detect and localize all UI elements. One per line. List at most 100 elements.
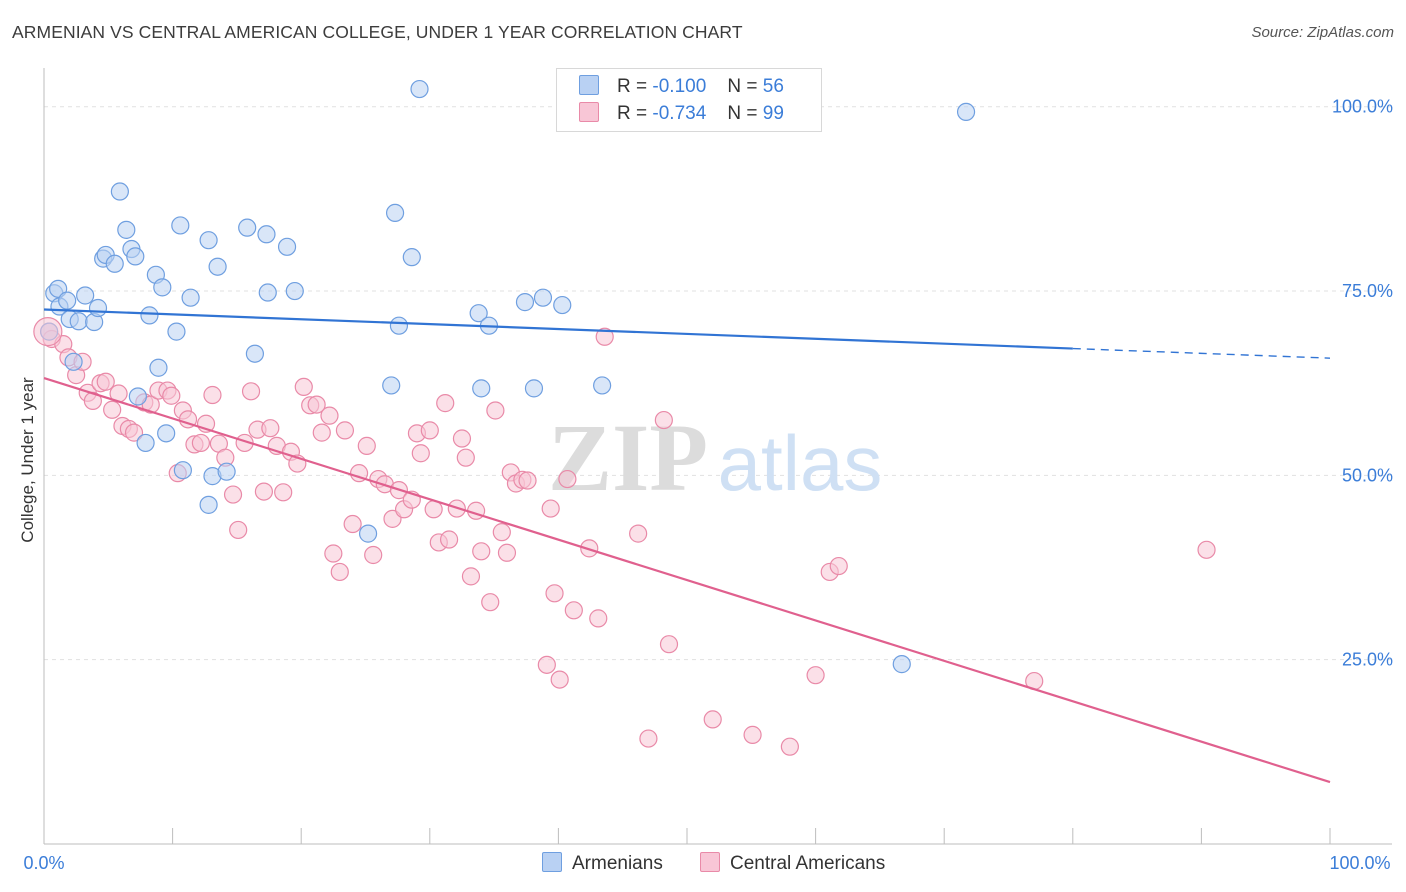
central-americans-legend-label: Central Americans: [730, 853, 886, 874]
central-americans-legend-swatch: [700, 852, 720, 872]
armenians-point: [64, 352, 83, 371]
central-americans-point: [203, 385, 222, 405]
central-americans-point: [481, 593, 500, 612]
central-americans-swatch: [579, 102, 599, 122]
central-americans-point: [639, 729, 658, 748]
y-axis-label: College, Under 1 year: [18, 377, 37, 543]
armenians-r-value: -0.100: [652, 76, 707, 97]
central-americans-point: [806, 666, 825, 685]
armenians-trend-line: [43, 308, 1073, 350]
central-americans-point: [629, 524, 648, 543]
armenians-point: [402, 248, 421, 267]
armenians-point: [199, 495, 218, 514]
central-americans-point: [330, 562, 349, 582]
armenians-point: [173, 461, 192, 480]
r-label: R =: [617, 103, 648, 124]
armenians-point: [956, 102, 976, 122]
armenians-point: [238, 218, 257, 237]
central-americans-point: [703, 710, 722, 729]
central-americans-point: [241, 382, 261, 401]
armenians-point: [382, 376, 401, 395]
r-label: R =: [617, 76, 648, 97]
central-americans-point: [223, 485, 243, 504]
x-tick-label: 0.0%: [23, 853, 64, 873]
central-americans-point: [659, 635, 679, 654]
central-americans-point: [518, 471, 537, 490]
central-americans-point: [589, 609, 608, 628]
central-americans-point: [486, 401, 505, 420]
armenians-point: [285, 281, 304, 301]
armenians-point: [199, 231, 218, 250]
grid-lines: [44, 106, 1392, 661]
armenians-point: [88, 298, 108, 318]
central-americans-point: [141, 395, 160, 414]
armenians-n-value: 56: [762, 76, 784, 97]
central-americans-point: [452, 429, 472, 448]
central-americans-point: [191, 433, 210, 453]
watermark-atlas: atlas: [718, 419, 883, 507]
central-americans-point: [550, 670, 569, 689]
bottom-legend-armenians: Armenians: [542, 852, 663, 875]
central-americans-n-value: 99: [762, 103, 784, 124]
central-americans-point: [564, 601, 583, 620]
chart-source: Source: ZipAtlas.com: [1251, 24, 1394, 41]
armenians-point: [258, 283, 277, 302]
armenians-point: [140, 306, 159, 325]
central-americans-point: [439, 530, 459, 549]
central-americans-point: [537, 655, 556, 674]
y-tick-label: 100.0%: [1332, 97, 1393, 117]
tick-labels: 25.0% 50.0% 75.0% 100.0% 0.0% 100.0%: [23, 97, 1393, 873]
central-americans-point: [229, 520, 248, 540]
legend-row-armenians: R = -0.100 N = 56: [579, 75, 784, 97]
central-americans-point: [320, 406, 339, 425]
armenians-point: [469, 304, 488, 323]
legend-row-central-americans: R = -0.734 N = 99: [579, 102, 784, 124]
armenians-point: [126, 247, 145, 266]
armenians-point: [208, 257, 227, 276]
y-tick-label: 25.0%: [1342, 650, 1393, 670]
armenians-point: [181, 288, 200, 307]
armenians-legend-label: Armenians: [572, 853, 663, 874]
armenians-point: [553, 295, 572, 315]
armenians-point: [524, 379, 544, 398]
central-americans-point: [312, 423, 331, 442]
armenians-point: [593, 376, 612, 395]
central-americans-point: [558, 469, 577, 489]
chart-title: ARMENIAN VS CENTRAL AMERICAN COLLEGE, UN…: [12, 22, 743, 42]
armenians-point: [389, 316, 409, 335]
central-americans-trend-line: [43, 377, 1331, 784]
central-americans-point: [274, 483, 293, 502]
central-americans-point: [343, 514, 362, 534]
central-americans-point: [124, 423, 144, 442]
central-americans-point: [472, 542, 491, 561]
armenians-point: [385, 203, 405, 223]
central-americans-point: [436, 394, 455, 413]
armenians-point: [515, 293, 535, 312]
armenians-swatch: [579, 75, 599, 95]
x-tick-label: 100.0%: [1329, 853, 1390, 873]
armenians-point: [110, 182, 129, 201]
central-americans-point: [103, 400, 122, 419]
central-americans-r-value: -0.734: [652, 103, 707, 124]
central-americans-point: [294, 377, 313, 396]
central-americans-point: [829, 556, 848, 576]
armenians-point: [358, 524, 378, 543]
armenians-point: [69, 312, 88, 331]
armenians-point: [117, 220, 136, 239]
central-americans-point: [357, 436, 376, 455]
armenians-point: [410, 79, 429, 99]
armenians-point: [257, 225, 276, 244]
axes: [43, 68, 1392, 845]
armenians-point: [136, 433, 155, 453]
armenians-point: [472, 379, 491, 398]
central-americans-point: [497, 543, 517, 562]
n-label: N =: [727, 76, 758, 97]
central-americans-point: [541, 499, 560, 518]
n-label: N =: [727, 103, 758, 124]
trend-lines: [43, 308, 1331, 784]
central-americans-point: [461, 567, 481, 586]
central-americans-point: [456, 448, 475, 467]
central-americans-point: [33, 317, 63, 347]
armenians-point: [76, 286, 95, 305]
